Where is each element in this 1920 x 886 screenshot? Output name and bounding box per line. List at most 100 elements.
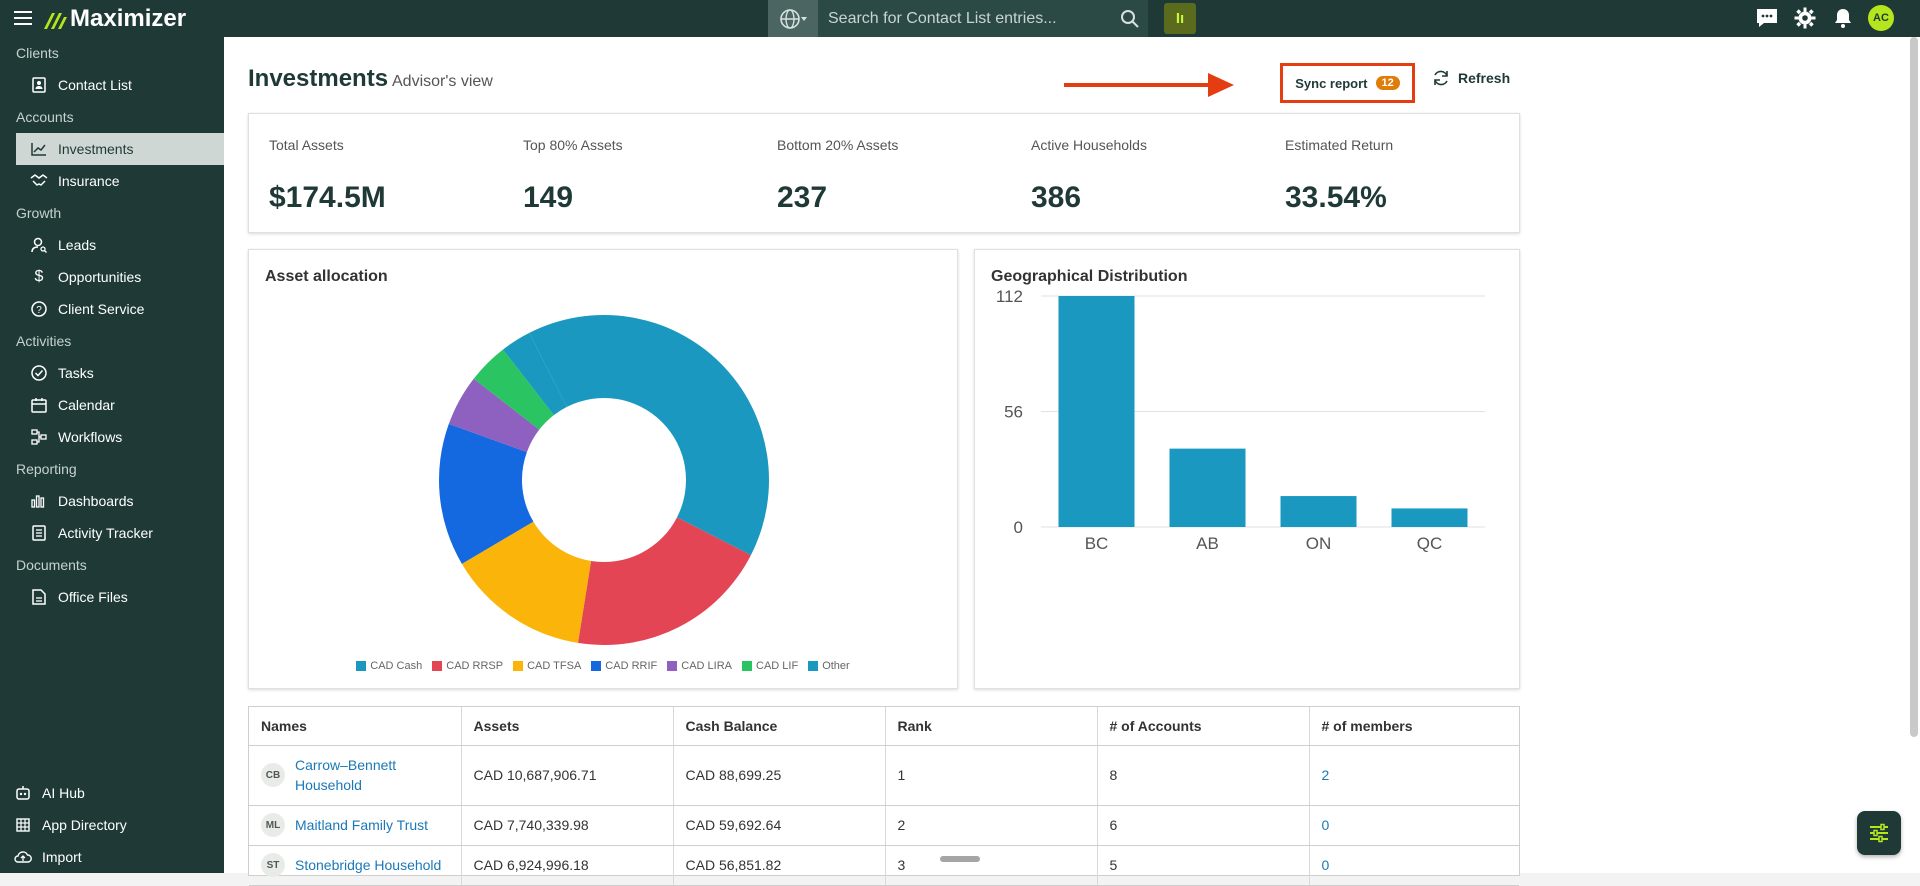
donut-slice-other[interactable] bbox=[503, 332, 567, 416]
help-circle-icon: ? bbox=[30, 300, 48, 318]
sidebar-item-calendar[interactable]: Calendar bbox=[16, 389, 224, 421]
kpi-label: Bottom 20% Assets bbox=[777, 137, 899, 153]
chart-line-icon bbox=[30, 140, 48, 158]
sidebar-item-app-directory[interactable]: App Directory bbox=[0, 809, 224, 841]
calendar-icon bbox=[30, 396, 48, 414]
user-avatar[interactable]: AC bbox=[1868, 5, 1894, 31]
tracker-icon bbox=[30, 524, 48, 542]
sidebar-item-dashboards[interactable]: Dashboards bbox=[16, 485, 224, 517]
search-input[interactable] bbox=[818, 0, 1112, 37]
sidebar-item-client-service[interactable]: ? Client Service bbox=[16, 293, 224, 325]
sidebar-section-clients: Clients bbox=[16, 45, 59, 61]
accounts-cell: 6 bbox=[1097, 805, 1310, 846]
page-title: Investments bbox=[248, 65, 389, 92]
kpi-value: 237 bbox=[777, 181, 828, 214]
column-header-cash-balance[interactable]: Cash Balance bbox=[673, 707, 886, 746]
column-header-members[interactable]: # of members bbox=[1309, 707, 1519, 746]
column-header-names[interactable]: Names bbox=[249, 707, 462, 746]
refresh-button[interactable]: Refresh bbox=[1432, 69, 1510, 87]
legend-item[interactable]: CAD LIRA bbox=[667, 660, 732, 672]
chat-icon[interactable] bbox=[1754, 5, 1780, 31]
donut-slice-cad-lira[interactable] bbox=[448, 378, 540, 453]
donut-slice-cad-rrif[interactable] bbox=[439, 423, 534, 564]
assets-cell: CAD 10,687,906.71 bbox=[461, 745, 674, 806]
legend-item[interactable]: CAD TFSA bbox=[513, 660, 581, 672]
sidebar-section-accounts: Accounts bbox=[16, 109, 74, 125]
legend-label: CAD RRIF bbox=[605, 660, 658, 672]
gear-icon[interactable] bbox=[1792, 5, 1818, 31]
accounts-cell: 5 bbox=[1097, 845, 1310, 886]
members-link[interactable]: 2 bbox=[1321, 767, 1330, 783]
legend-item[interactable]: CAD RRSP bbox=[432, 660, 503, 672]
globe-dropdown[interactable] bbox=[768, 0, 818, 37]
menu-icon[interactable] bbox=[14, 11, 32, 25]
ic-app-button[interactable]: Iı bbox=[1164, 3, 1196, 34]
bar-on[interactable] bbox=[1280, 496, 1357, 527]
household-link[interactable]: Maitland Family Trust bbox=[295, 817, 429, 833]
cloud-upload-icon bbox=[14, 848, 32, 866]
sidebar-item-ai-hub[interactable]: AI Hub bbox=[0, 777, 224, 809]
horizontal-scroll-handle[interactable] bbox=[940, 856, 980, 862]
column-header-accounts[interactable]: # of Accounts bbox=[1097, 707, 1310, 746]
sidebar-item-contact-list[interactable]: Contact List bbox=[16, 69, 224, 101]
donut-slice-cad-rrsp[interactable] bbox=[577, 517, 751, 645]
legend-label: CAD LIRA bbox=[681, 660, 732, 672]
sync-count-badge: 12 bbox=[1375, 76, 1400, 90]
legend-swatch bbox=[667, 661, 678, 671]
kpi-value: $174.5M bbox=[269, 181, 386, 214]
sidebar-item-office-files[interactable]: Office Files bbox=[16, 581, 224, 613]
cash-balance-cell: CAD 56,851.82 bbox=[673, 845, 886, 886]
sidebar-item-insurance[interactable]: Insurance bbox=[16, 165, 224, 197]
table-row: CB Carrow–Bennett Household CAD 10,687,90… bbox=[249, 745, 1519, 806]
sidebar-item-label: Insurance bbox=[58, 173, 120, 189]
donut-slice-cad-cash[interactable] bbox=[529, 315, 769, 556]
ic-app-label: Iı bbox=[1175, 10, 1185, 27]
sidebar-section-reporting: Reporting bbox=[16, 461, 77, 477]
column-header-rank[interactable]: Rank bbox=[885, 707, 1098, 746]
sidebar-item-activity-tracker[interactable]: Activity Tracker bbox=[16, 517, 224, 549]
settings-sliders-button[interactable] bbox=[1857, 811, 1901, 855]
donut-slice-cad-tfsa[interactable] bbox=[461, 521, 592, 643]
vertical-scrollbar[interactable] bbox=[1910, 37, 1918, 737]
x-tick-label: ON bbox=[1306, 534, 1332, 553]
bar-bc[interactable] bbox=[1058, 296, 1135, 527]
legend-item[interactable]: CAD Cash bbox=[356, 660, 422, 672]
brand-logo[interactable]: Maximizer bbox=[42, 5, 186, 33]
sidebar-item-workflows[interactable]: Workflows bbox=[16, 421, 224, 453]
sidebar: Clients Contact List Accounts Investment… bbox=[0, 37, 224, 873]
kpi-label: Top 80% Assets bbox=[523, 137, 623, 153]
sync-report-button[interactable]: Sync report 12 bbox=[1280, 63, 1415, 103]
kpi-value: 149 bbox=[523, 181, 574, 214]
legend-item[interactable]: Other bbox=[808, 660, 850, 672]
investments-table: Names Assets Cash Balance Rank # of Acco… bbox=[248, 706, 1520, 886]
sidebar-item-label: Client Service bbox=[58, 301, 145, 317]
members-link[interactable]: 0 bbox=[1321, 817, 1330, 833]
check-circle-icon bbox=[30, 364, 48, 382]
members-link[interactable]: 0 bbox=[1321, 857, 1330, 873]
sidebar-item-opportunities[interactable]: $ Opportunities bbox=[16, 261, 224, 293]
bar-ab[interactable] bbox=[1169, 448, 1246, 527]
donut-slice-cad-lif[interactable] bbox=[473, 349, 554, 430]
sidebar-item-investments[interactable]: Investments bbox=[16, 133, 224, 165]
household-link[interactable]: Carrow–Bennett Household bbox=[295, 757, 397, 793]
sidebar-item-label: Calendar bbox=[58, 397, 115, 413]
legend-label: CAD RRSP bbox=[446, 660, 504, 672]
y-tick-label: 0 bbox=[1014, 518, 1023, 537]
geographical-distribution-bar-chart: 0 56 112 BC AB ON QC bbox=[996, 287, 1485, 553]
column-header-assets[interactable]: Assets bbox=[461, 707, 674, 746]
sidebar-item-tasks[interactable]: Tasks bbox=[16, 357, 224, 389]
search-icon[interactable] bbox=[1112, 0, 1148, 37]
sidebar-item-import[interactable]: Import bbox=[0, 841, 224, 873]
legend-swatch bbox=[432, 661, 443, 671]
asset-allocation-title: Asset allocation bbox=[265, 268, 388, 285]
sidebar-item-label: Activity Tracker bbox=[58, 525, 153, 541]
legend-item[interactable]: CAD LIF bbox=[742, 660, 798, 672]
household-link[interactable]: Stonebridge Household bbox=[295, 857, 442, 873]
sidebar-item-leads[interactable]: Leads bbox=[16, 229, 224, 261]
legend-swatch bbox=[513, 661, 524, 671]
sidebar-section-growth: Growth bbox=[16, 205, 62, 221]
legend-item[interactable]: CAD RRIF bbox=[591, 660, 657, 672]
bell-icon[interactable] bbox=[1830, 5, 1856, 31]
sidebar-bottom: AI Hub App Directory Import bbox=[0, 777, 224, 873]
bar-qc[interactable] bbox=[1391, 508, 1468, 527]
